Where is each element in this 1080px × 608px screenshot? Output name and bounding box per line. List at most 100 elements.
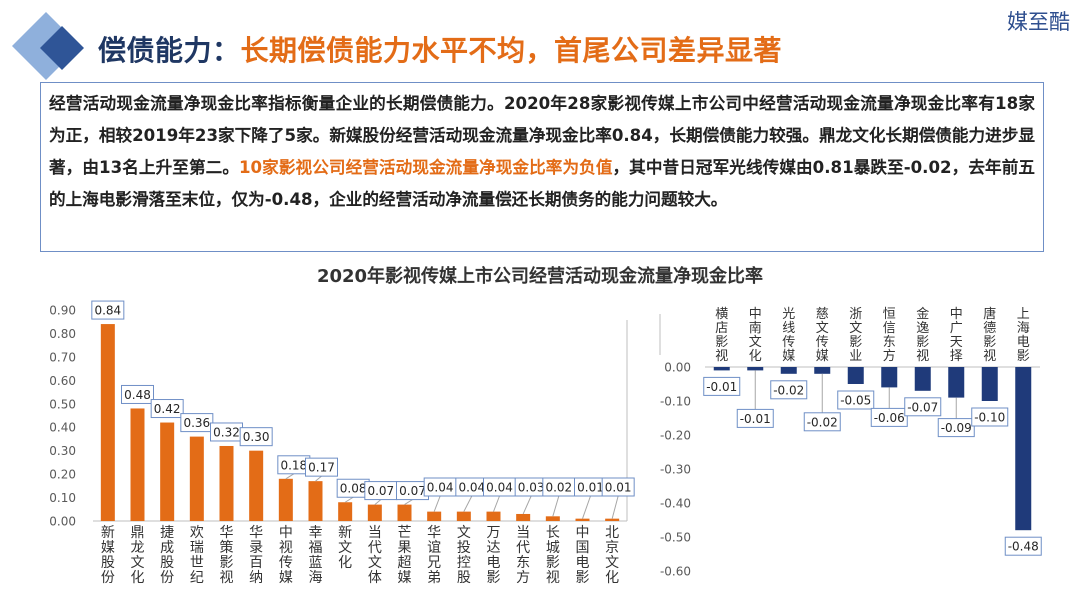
x-tick-label: 中国电影 [576,525,590,586]
data-label-box [364,481,398,501]
data-label: 0.18 [280,458,307,472]
data-label: 0.04 [458,481,485,495]
y-tick-label: -0.50 [660,531,691,545]
bar [780,367,797,374]
bar [747,367,764,371]
data-label: -0.09 [941,421,972,435]
bar [545,516,560,521]
x-tick-label: 欢瑞世纪 [190,525,204,586]
data-label: -0.05 [840,394,871,408]
bar [189,436,204,521]
bar [575,518,590,521]
data-label: -0.10 [974,411,1005,425]
label-leader [522,495,532,515]
bar [278,478,293,521]
x-tick-label: 芒果超媒 [398,525,412,586]
y-tick-label: 0.00 [664,361,691,375]
title-prefix: 偿债能力： [98,34,241,67]
x-tick-label: 中广天择 [950,307,963,364]
label-leader [493,495,500,512]
data-label: 0.48 [124,388,151,402]
data-label: -0.07 [907,400,938,414]
data-label-box [336,478,370,498]
data-label-box [971,407,1009,427]
y-tick-label: -0.60 [660,565,691,579]
corner-decoration [12,12,84,80]
data-label: 0.32 [213,425,240,439]
data-label-box [736,408,774,428]
summary-highlight: 10家影视公司经营活动现金流量净现金比率为负值 [239,158,613,177]
bar [130,408,145,521]
data-label-box [703,376,741,396]
data-label-box [803,412,841,432]
label-leader [552,495,560,517]
data-label-box [770,380,808,400]
x-tick-label: 长城影视 [546,525,560,586]
x-tick-label: 中视传媒 [279,525,293,586]
label-leader [611,495,619,519]
bar [1015,367,1032,531]
label-leader [285,473,295,480]
bar [713,367,730,371]
x-tick-label: 华谊兄弟 [427,525,441,586]
y-tick-label: 0.00 [49,515,76,529]
x-tick-label: 当代东方 [516,525,530,586]
y-tick-label: 0.10 [49,491,76,505]
summary-part1: 经营活动现金流量净现金比率指标衡量企业的长期偿债能力。2020年28家影视传媒上… [49,94,1035,177]
x-tick-label: 恒信东方 [883,307,896,364]
data-label: 0.07 [367,484,394,498]
x-tick-label: 光线传媒 [782,307,795,364]
y-tick-label: 0.80 [49,327,76,341]
data-label-box [455,477,489,497]
label-leader [315,475,322,482]
data-label-box [277,455,311,475]
data-label: 0.30 [243,430,270,444]
data-label: -0.02 [807,415,838,429]
data-label: -0.02 [773,383,804,397]
label-leader [374,499,382,505]
x-tick-label: 文投控股 [457,525,471,586]
x-tick-label: 万达电影 [487,525,501,586]
bar [605,518,620,521]
x-tick-label: 北京文化 [605,525,619,586]
data-label-box [91,300,125,320]
x-tick-label: 横店影视 [715,307,728,364]
bar [219,445,234,521]
data-label-box [483,477,516,497]
data-label: 0.01 [605,481,632,495]
brand-logo: 媒至酷 [1007,10,1070,34]
bar [981,367,998,401]
data-label: 0.01 [577,481,604,495]
bar [847,367,864,384]
chart-title: 2020年影视传媒上市公司经营活动现金流量净现金比率 [316,266,764,287]
y-tick-label: 0.70 [49,350,76,364]
bar [397,504,412,521]
bar [308,481,323,521]
data-label-box [601,477,635,497]
data-label-box [423,477,457,497]
x-tick-label: 幸福蓝海 [309,525,323,586]
data-label: 0.42 [154,402,181,416]
label-leader [433,495,441,512]
x-tick-label: 慈文传媒 [816,307,829,364]
x-tick-label: 上海电影 [1017,307,1030,364]
data-label: 0.17 [308,461,335,475]
y-tick-label: 0.30 [49,444,76,458]
x-tick-label: 金逸影视 [916,306,929,364]
title-main: 长期偿债能力水平不均，首尾公司差异显著 [240,34,783,67]
data-label-box [305,457,338,477]
bar [814,367,831,374]
x-tick-label: 当代文体 [368,525,382,586]
label-leader [463,495,473,512]
data-label: 0.02 [545,481,572,495]
data-label: -0.48 [1008,540,1039,554]
data-label: 0.84 [94,304,121,318]
data-label: -0.01 [706,380,737,394]
data-label: 0.08 [340,482,367,496]
y-tick-label: 0.90 [49,304,76,318]
x-tick-label: 中南文化 [749,307,762,364]
label-leader [344,496,354,503]
y-tick-label: -0.10 [660,395,691,409]
data-label-box [121,384,154,404]
data-label-box [574,477,607,497]
